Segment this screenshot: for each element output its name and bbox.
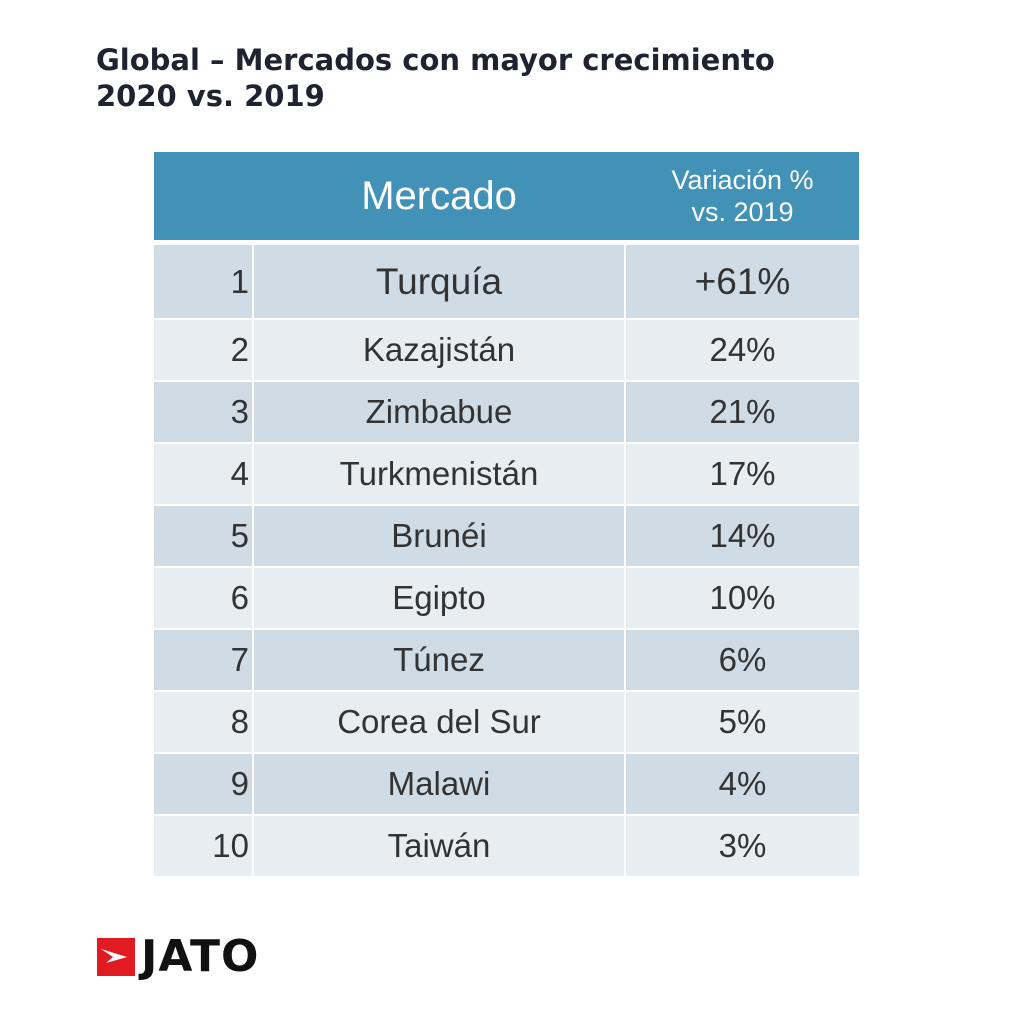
variation-cell: 6% [626, 630, 859, 690]
variation-cell: +61% [626, 245, 859, 318]
rank-cell: 10 [154, 816, 252, 876]
variation-cell: 5% [626, 692, 859, 752]
variation-cell: 21% [626, 382, 859, 442]
title-line-1: Global – Mercados con mayor crecimiento [96, 43, 775, 77]
title-line-2: 2020 vs. 2019 [96, 79, 325, 113]
rank-cell: 5 [154, 506, 252, 566]
variation-cell: 10% [626, 568, 859, 628]
rank-cell: 6 [154, 568, 252, 628]
logo-text: JATO [141, 931, 260, 982]
rank-cell: 2 [154, 320, 252, 380]
market-cell: Egipto [254, 568, 624, 628]
header-market: Mercado [254, 152, 624, 240]
table-row: 6 Egipto 10% [154, 568, 859, 628]
table-row: 10 Taiwán 3% [154, 816, 859, 876]
table-row: 2 Kazajistán 24% [154, 320, 859, 380]
table-row: 1 Turquía +61% [154, 245, 859, 318]
market-cell: Corea del Sur [254, 692, 624, 752]
table-row: 5 Brunéi 14% [154, 506, 859, 566]
growth-table: Mercado Variación % vs. 2019 1 Turquía +61… [154, 152, 859, 878]
header-variation-line-2: vs. 2019 [691, 197, 794, 227]
table-row: 4 Turkmenistán 17% [154, 444, 859, 504]
variation-cell: 17% [626, 444, 859, 504]
rank-cell: 4 [154, 444, 252, 504]
variation-cell: 14% [626, 506, 859, 566]
market-cell: Túnez [254, 630, 624, 690]
chart-title: Global – Mercados con mayor crecimiento … [96, 42, 976, 114]
market-cell: Turquía [254, 245, 624, 318]
rank-cell: 8 [154, 692, 252, 752]
table-header-row: Mercado Variación % vs. 2019 [154, 152, 859, 240]
header-variation: Variación % vs. 2019 [626, 152, 859, 240]
rank-cell: 1 [154, 245, 252, 318]
jato-logo-mark-icon [97, 938, 135, 976]
rank-cell: 9 [154, 754, 252, 814]
header-rank [154, 152, 252, 240]
table-row: 9 Malawi 4% [154, 754, 859, 814]
market-cell: Zimbabue [254, 382, 624, 442]
variation-cell: 4% [626, 754, 859, 814]
table-row: 3 Zimbabue 21% [154, 382, 859, 442]
market-cell: Brunéi [254, 506, 624, 566]
table-body: 1 Turquía +61% 2 Kazajistán 24% 3 Zimbabue 21% 4 T… [154, 245, 859, 876]
market-cell: Turkmenistán [254, 444, 624, 504]
variation-cell: 3% [626, 816, 859, 876]
jato-logo: JATO [97, 931, 260, 982]
table-row: 7 Túnez 6% [154, 630, 859, 690]
header-variation-line-1: Variación % [671, 165, 814, 195]
market-cell: Taiwán [254, 816, 624, 876]
variation-cell: 24% [626, 320, 859, 380]
table-row: 8 Corea del Sur 5% [154, 692, 859, 752]
rank-cell: 3 [154, 382, 252, 442]
rank-cell: 7 [154, 630, 252, 690]
market-cell: Malawi [254, 754, 624, 814]
market-cell: Kazajistán [254, 320, 624, 380]
